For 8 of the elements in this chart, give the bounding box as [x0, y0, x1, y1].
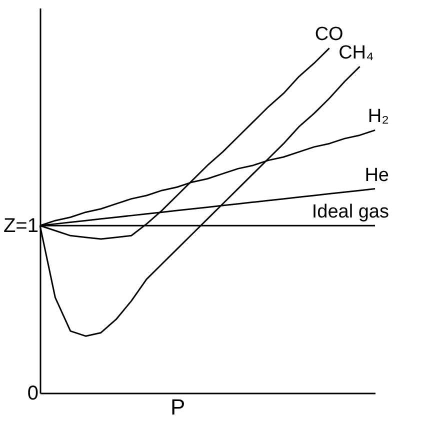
y-tick-label: 0	[27, 382, 38, 404]
x-axis-title: P	[170, 394, 186, 420]
series-label: He	[364, 164, 389, 186]
series-label: Ideal gas	[312, 202, 389, 223]
series-label: CO	[314, 24, 344, 46]
series-label: H₂	[368, 106, 389, 128]
series-label: CH₄	[338, 42, 374, 64]
y-tick-label: Z=1	[3, 215, 38, 238]
